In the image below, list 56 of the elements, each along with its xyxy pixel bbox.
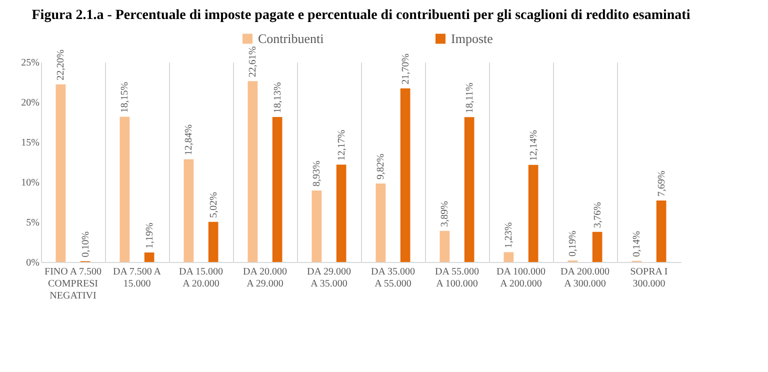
data-label: 0,14% xyxy=(632,231,643,257)
y-tick-label: 0% xyxy=(26,258,40,268)
x-tick-label: DA 20.000 A 29.000 xyxy=(243,266,287,290)
data-label: 0,19% xyxy=(568,230,579,256)
x-tick-label: DA 15.000 A 20.000 xyxy=(179,266,223,290)
data-label: 12,84% xyxy=(184,124,195,156)
bar xyxy=(504,252,514,262)
data-label: 12,14% xyxy=(528,130,540,161)
y-tick-label: 10% xyxy=(21,178,40,188)
x-tick-label: DA 200.000 A 300.000 xyxy=(560,266,610,290)
bar xyxy=(312,190,322,262)
legend-label: Contribuenti xyxy=(258,30,324,46)
data-label: 22,61% xyxy=(248,46,259,78)
y-tick-label: 15% xyxy=(21,138,40,148)
data-label: 3,76% xyxy=(592,202,604,228)
x-tick-label: FINO A 7.500 COMPRESI NEGATIVI xyxy=(44,266,102,302)
bar xyxy=(248,81,258,262)
x-tick-label: DA 29.000 A 35.000 xyxy=(307,266,351,290)
data-label: 0,10% xyxy=(80,231,92,258)
x-tick-label: DA 100.000 A 200.000 xyxy=(496,266,546,290)
data-label: 8,93% xyxy=(312,160,323,187)
data-label: 22,20% xyxy=(56,50,67,80)
bar xyxy=(440,230,450,262)
bar xyxy=(400,88,410,262)
bar xyxy=(592,232,602,262)
chart-title: Figura 2.1.a - Percentuale di imposte pagate e percentuale di contribuenti per gli scaglioni di reddito esaminati xyxy=(32,8,690,23)
bar xyxy=(528,164,538,262)
bar xyxy=(656,200,666,262)
data-label: 21,70% xyxy=(400,54,412,84)
x-tick-label: DA 7.500 A 15.000 xyxy=(112,266,162,290)
data-label: 18,11% xyxy=(464,82,476,114)
bar xyxy=(376,183,386,262)
bar xyxy=(120,116,130,262)
x-tick-label: DA 35.000 A 55.000 xyxy=(371,266,415,290)
y-tick-label: 5% xyxy=(26,218,40,228)
x-tick-label: DA 55.000 A 100.000 xyxy=(435,266,479,290)
bar xyxy=(208,222,218,262)
bar xyxy=(464,117,474,262)
data-label: 18,13% xyxy=(272,82,284,113)
bar xyxy=(184,159,194,262)
x-tick-label: SOPRA I 300.000 xyxy=(630,266,668,290)
bar xyxy=(144,252,154,262)
bar xyxy=(56,84,66,262)
data-label: 1,23% xyxy=(504,222,515,248)
data-label: 5,02% xyxy=(208,192,220,218)
legend-label: Imposte xyxy=(451,30,494,46)
data-label: 1,19% xyxy=(144,222,156,248)
y-tick-label: 25% xyxy=(21,58,40,68)
data-label: 18,15% xyxy=(120,82,131,113)
bar xyxy=(336,164,346,262)
data-label: 7,69% xyxy=(656,170,668,196)
data-label: 9,82% xyxy=(376,154,387,180)
bar xyxy=(272,116,282,262)
data-label: 3,89% xyxy=(440,201,451,227)
data-label: 12,17% xyxy=(336,130,348,161)
y-tick-label: 20% xyxy=(21,98,40,108)
